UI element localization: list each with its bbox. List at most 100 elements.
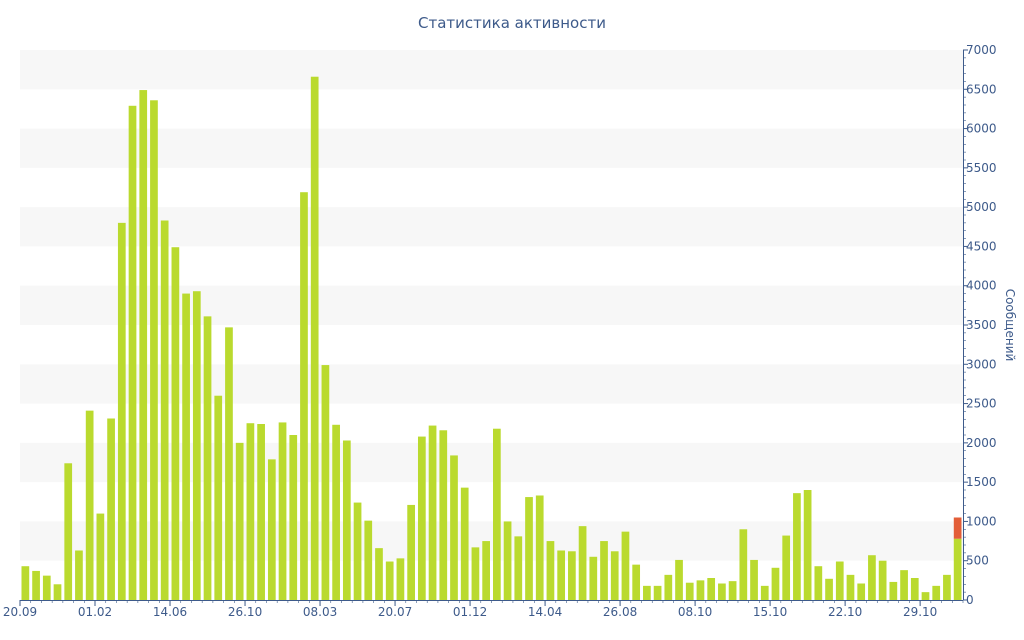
x-tick-label: 26.08: [603, 605, 637, 619]
bar: [375, 548, 383, 600]
bar: [471, 547, 480, 600]
bar: [160, 220, 169, 600]
axes: 0 500 1000 1500 2000 2500 3000 3500 4000 4500 5000…: [3, 43, 1017, 619]
bar: [835, 561, 844, 600]
bar: [696, 580, 705, 600]
bar: [803, 490, 812, 600]
bar: [675, 559, 683, 600]
bar: [21, 566, 30, 600]
bar: [535, 495, 544, 600]
grid-band: [20, 50, 963, 90]
bars: [21, 76, 962, 601]
bar: [653, 585, 662, 600]
bar: [310, 76, 319, 600]
bar: [460, 487, 469, 600]
bar: [428, 425, 437, 600]
bar: [128, 105, 137, 601]
bar: [353, 502, 362, 600]
bar: [718, 583, 726, 600]
bar: [139, 90, 148, 601]
bar: [289, 435, 298, 600]
y-tick-label: 2000: [966, 436, 997, 450]
x-tick-label: 01.12: [453, 605, 487, 619]
bar: [321, 365, 330, 600]
bar: [889, 581, 898, 600]
bar: [450, 455, 458, 600]
grid-band: [20, 128, 963, 168]
bar: [557, 550, 566, 600]
bar: [878, 560, 887, 600]
bar: [825, 578, 833, 600]
bar: [568, 551, 576, 600]
bar: [900, 570, 908, 600]
x-tick-label: 20.07: [378, 605, 412, 619]
x-tick-label: 08.03: [303, 605, 337, 619]
y-tick-label: 2500: [966, 397, 997, 411]
bar: [868, 555, 876, 600]
y-tick-label: 6500: [966, 82, 997, 96]
bar: [332, 424, 340, 600]
bar: [610, 551, 619, 600]
x-tick-label: 14.04: [528, 605, 562, 619]
bar: [482, 541, 490, 600]
bar: [225, 327, 233, 600]
bar: [75, 550, 83, 600]
y-tick-label: 7000: [966, 43, 997, 57]
bar: [257, 424, 265, 600]
bar: [107, 418, 115, 600]
bar: [96, 513, 105, 600]
chart-title: Статистика активности: [418, 14, 606, 32]
bar: [503, 521, 512, 600]
y-tick-label: 4500: [966, 239, 997, 253]
y-tick-label: 3000: [966, 357, 997, 371]
bar: [53, 584, 62, 600]
bar: [300, 192, 308, 600]
bar: [953, 538, 962, 600]
x-tick-label: 01.02: [78, 605, 112, 619]
bar: [546, 541, 555, 600]
bar: [707, 578, 716, 600]
bar: [407, 504, 415, 600]
bar: [278, 422, 287, 600]
bar-highlight: [953, 517, 962, 539]
bar: [150, 100, 158, 601]
bar: [182, 293, 190, 600]
y-tick-label: 5000: [966, 200, 997, 214]
bar: [943, 574, 951, 600]
bar: [664, 574, 673, 600]
y-tick-label: 3500: [966, 318, 997, 332]
bar: [632, 564, 641, 600]
bar: [214, 395, 223, 600]
x-tick-label: 14.06: [153, 605, 187, 619]
x-tick-label: 29.10: [903, 605, 937, 619]
bar: [578, 526, 587, 600]
y-tick-label: 500: [966, 554, 989, 568]
bar: [846, 574, 855, 600]
bar: [117, 222, 126, 600]
bar: [235, 442, 244, 600]
bar: [192, 291, 201, 600]
bar: [643, 585, 651, 600]
bar: [246, 423, 255, 600]
bar: [814, 566, 823, 600]
y-tick-label: 1500: [966, 475, 997, 489]
bar: [600, 541, 608, 600]
bar: [342, 440, 351, 600]
bar: [85, 410, 94, 600]
x-tick-label: 22.10: [828, 605, 862, 619]
bar: [493, 428, 501, 600]
bar: [857, 583, 866, 600]
bar: [621, 531, 630, 600]
bar: [793, 493, 801, 600]
bar: [525, 497, 533, 600]
bar: [417, 436, 426, 600]
bar: [728, 581, 737, 600]
bar: [364, 520, 373, 600]
bar: [932, 585, 941, 600]
bar: [385, 561, 394, 600]
bar: [782, 535, 791, 600]
bar: [396, 558, 405, 600]
x-tick-label: 08.10: [678, 605, 712, 619]
grid-band: [20, 207, 963, 247]
